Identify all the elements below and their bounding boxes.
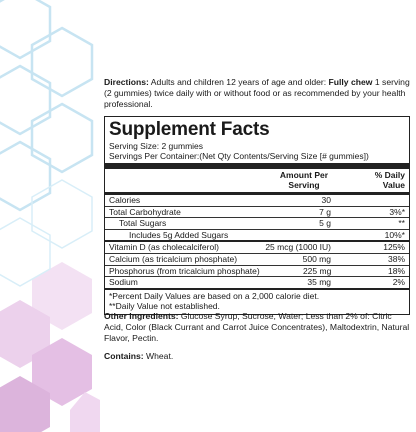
nutrient-amount [259,230,349,241]
nutrient-name: Phosphorus (from tricalcium phosphate) [109,265,260,276]
nutrient-name: Sodium [109,277,138,288]
daily-header: % Daily [374,170,405,180]
facts-row-added-sugars: Includes 5g Added Sugars 10%* [105,228,409,241]
nutrient-name: Includes 5g Added Sugars [129,229,229,240]
directions-text-1: Adults and children 12 years of age and … [148,77,329,87]
nutrient-dv: 2% [392,277,405,288]
nutrient-dv: 125% [383,242,405,253]
amount-per-header: Amount Per [279,170,329,180]
nutrient-amount: 35 mg [307,277,331,288]
nutrient-dv: 3%* [389,206,405,217]
serving-size: Serving Size: 2 gummies [109,141,204,151]
nutrient-amount: 25 mcg (1000 IU) [265,242,331,253]
other-ingredients-label: Other Ingredients: [104,311,179,321]
nutrient-dv: 10%* [384,229,405,240]
facts-footnotes: *Percent Daily Values are based on a 2,0… [105,287,409,314]
other-ingredients-paragraph: Other Ingredients: Glucose Syrup, Sucros… [104,311,410,345]
nutrient-dv: ** [398,218,405,229]
thick-divider [105,163,409,169]
other-ingredients-text: Glucose Syrup, Sucrose, Water; Less than… [104,311,410,344]
nutrient-name: Calcium (as tricalcium phosphate) [109,253,238,264]
facts-header-row: Amount Per Serving % Daily Value [105,169,409,192]
facts-row-calories: Calories 30 [105,195,409,206]
nutrient-amount: 225 mg [302,265,332,276]
nutrient-amount: 5 g [319,218,331,229]
nutrient-amount: 500 mg [302,253,331,264]
supplement-facts-panel: Supplement Facts Serving Size: 2 gummies… [104,116,410,315]
nutrient-name: Calories [109,195,141,205]
facts-row-sodium: Sodium 35 mg 2% [105,276,409,288]
directions-text-2: 1 serving (2 gummies) twice daily with o… [104,77,410,110]
nutrient-dv: 38% [387,253,405,264]
nutrient-name: Vitamin D (as cholecalciferol) [109,242,219,253]
footnote-daily-values: *Percent Daily Values are based on a 2,0… [109,290,320,301]
nutrient-name: Total Carbohydrate [109,206,181,217]
facts-row-total-sugars: Total Sugars 5 g ** [105,217,409,229]
nutrient-name: Total Sugars [119,218,167,229]
servings-per-container: Servings Per Container:(Net Qty Contents… [109,151,369,161]
footnote-not-established: **Daily Value not established. [109,301,220,312]
facts-row-vitamin-d: Vitamin D (as cholecalciferol) 25 mcg (1… [105,240,409,253]
nutrient-dv: 18% [387,265,405,276]
facts-row-total-carbohydrate: Total Carbohydrate 7 g 3%* [105,205,409,218]
nutrient-dv [349,195,405,206]
directions-label: Directions: [104,77,149,87]
contains-label: Contains: [104,351,144,361]
directions-paragraph: Directions: Adults and children 12 years… [104,77,410,111]
header-divider [105,192,409,195]
directions-bold-text: Fully chew [328,77,373,87]
facts-row-phosphorus: Phosphorus (from tricalcium phosphate) 2… [105,264,409,277]
hexagon-decoration [0,0,100,432]
serving-header: Serving [288,180,320,190]
contains-paragraph: Contains: Wheat. [104,351,410,362]
value-header: Value [382,180,405,190]
nutrient-amount: 30 [321,195,331,205]
contains-text: Wheat. [143,351,174,361]
supplement-facts-title: Supplement Facts [109,119,270,140]
facts-row-calcium: Calcium (as tricalcium phosphate) 500 mg… [105,252,409,265]
nutrient-amount: 7 g [319,206,331,217]
